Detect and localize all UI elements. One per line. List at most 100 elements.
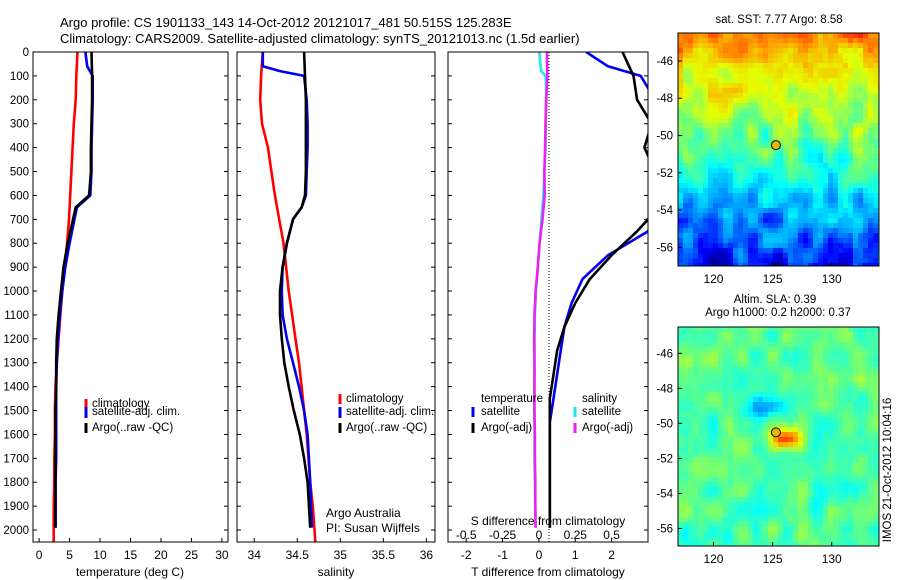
heatmap-cell — [873, 507, 879, 513]
heatmap-cell — [723, 477, 729, 483]
heatmap-cell — [683, 347, 689, 353]
heatmap-cell — [833, 517, 839, 523]
heatmap-cell — [868, 422, 874, 428]
heatmap-cell — [818, 432, 824, 438]
heatmap-cell — [753, 387, 759, 393]
map-y-tick-label: -46 — [656, 348, 673, 360]
heatmap-cell — [678, 527, 684, 533]
heatmap-cell — [708, 377, 714, 383]
heatmap-cell — [803, 327, 809, 333]
heatmap-cell — [783, 452, 789, 458]
heatmap-cell — [768, 427, 774, 433]
heatmap-cell — [738, 432, 744, 438]
heatmap-cell — [828, 507, 834, 513]
heatmap-cell — [743, 203, 749, 209]
heatmap-cell — [743, 502, 749, 508]
heatmap-cell — [803, 158, 809, 164]
heatmap-cell — [743, 472, 749, 478]
heatmap-cell — [833, 208, 839, 214]
heatmap-cell — [718, 258, 724, 264]
heatmap-cell — [693, 253, 699, 259]
heatmap-cell — [783, 83, 789, 89]
temperature-x-tick-label: 10 — [93, 548, 107, 562]
heatmap-cell — [803, 542, 809, 547]
heatmap-cell — [683, 502, 689, 508]
heatmap-cell — [858, 492, 864, 498]
heatmap-cell — [833, 512, 839, 518]
heatmap-cell — [768, 487, 774, 493]
heatmap-cell — [793, 337, 799, 343]
heatmap-cell — [783, 482, 789, 488]
heatmap-cell — [738, 178, 744, 184]
heatmap-cell — [868, 33, 874, 39]
heatmap-cell — [723, 447, 729, 453]
heatmap-cell — [763, 342, 769, 348]
heatmap-cell — [833, 213, 839, 219]
heatmap-cell — [748, 387, 754, 393]
heatmap-cell — [843, 447, 849, 453]
heatmap-cell — [798, 332, 804, 338]
heatmap-cell — [743, 372, 749, 378]
heatmap-cell — [783, 78, 789, 84]
heatmap-cell — [773, 253, 779, 259]
heatmap-cell — [793, 138, 799, 144]
heatmap-cell — [818, 392, 824, 398]
heatmap-cell — [708, 33, 714, 39]
heatmap-cell — [848, 362, 854, 368]
heatmap-cell — [773, 347, 779, 353]
heatmap-cell — [848, 542, 854, 547]
heatmap-cell — [753, 437, 759, 443]
heatmap-cell — [793, 168, 799, 174]
heatmap-cell — [753, 532, 759, 538]
heatmap-cell — [773, 522, 779, 528]
heatmap-cell — [793, 487, 799, 493]
heatmap-cell — [738, 73, 744, 79]
heatmap-cell — [733, 492, 739, 498]
heatmap-cell — [813, 522, 819, 528]
heatmap-cell — [763, 73, 769, 79]
heatmap-cell — [778, 198, 784, 204]
heatmap-cell — [783, 173, 789, 179]
heatmap-cell — [798, 168, 804, 174]
heatmap-cell — [813, 123, 819, 129]
heatmap-cell — [683, 183, 689, 189]
heatmap-cell — [838, 113, 844, 119]
heatmap-cell — [863, 427, 869, 433]
heatmap-cell — [788, 143, 794, 149]
heatmap-cell — [753, 38, 759, 44]
heatmap-cell — [843, 537, 849, 543]
heatmap-cell — [753, 148, 759, 154]
heatmap-cell — [678, 367, 684, 373]
heatmap-cell — [828, 372, 834, 378]
heatmap-cell — [773, 487, 779, 493]
heatmap-cell — [778, 238, 784, 244]
heatmap-cell — [753, 542, 759, 547]
heatmap-cell — [868, 412, 874, 418]
heatmap-cell — [753, 507, 759, 513]
heatmap-cell — [718, 213, 724, 219]
heatmap-cell — [833, 422, 839, 428]
heatmap-cell — [768, 183, 774, 189]
heatmap-cell — [688, 193, 694, 199]
heatmap-cell — [773, 462, 779, 468]
heatmap-cell — [678, 397, 684, 403]
heatmap-cell — [843, 417, 849, 423]
heatmap-cell — [708, 103, 714, 109]
heatmap-cell — [748, 98, 754, 104]
heatmap-cell — [858, 148, 864, 154]
heatmap-cell — [708, 213, 714, 219]
heatmap-cell — [753, 183, 759, 189]
heatmap-cell — [808, 357, 814, 363]
heatmap-cell — [743, 143, 749, 149]
heatmap-cell — [738, 472, 744, 478]
heatmap-cell — [703, 218, 709, 224]
heatmap-cell — [838, 38, 844, 44]
heatmap-cell — [798, 542, 804, 547]
salinity-x-tick-label: 34 — [248, 548, 262, 562]
heatmap-cell — [858, 532, 864, 538]
heatmap-cell — [718, 477, 724, 483]
heatmap-cell — [823, 347, 829, 353]
heatmap-cell — [793, 88, 799, 94]
heatmap-cell — [788, 233, 794, 239]
heatmap-cell — [788, 128, 794, 134]
